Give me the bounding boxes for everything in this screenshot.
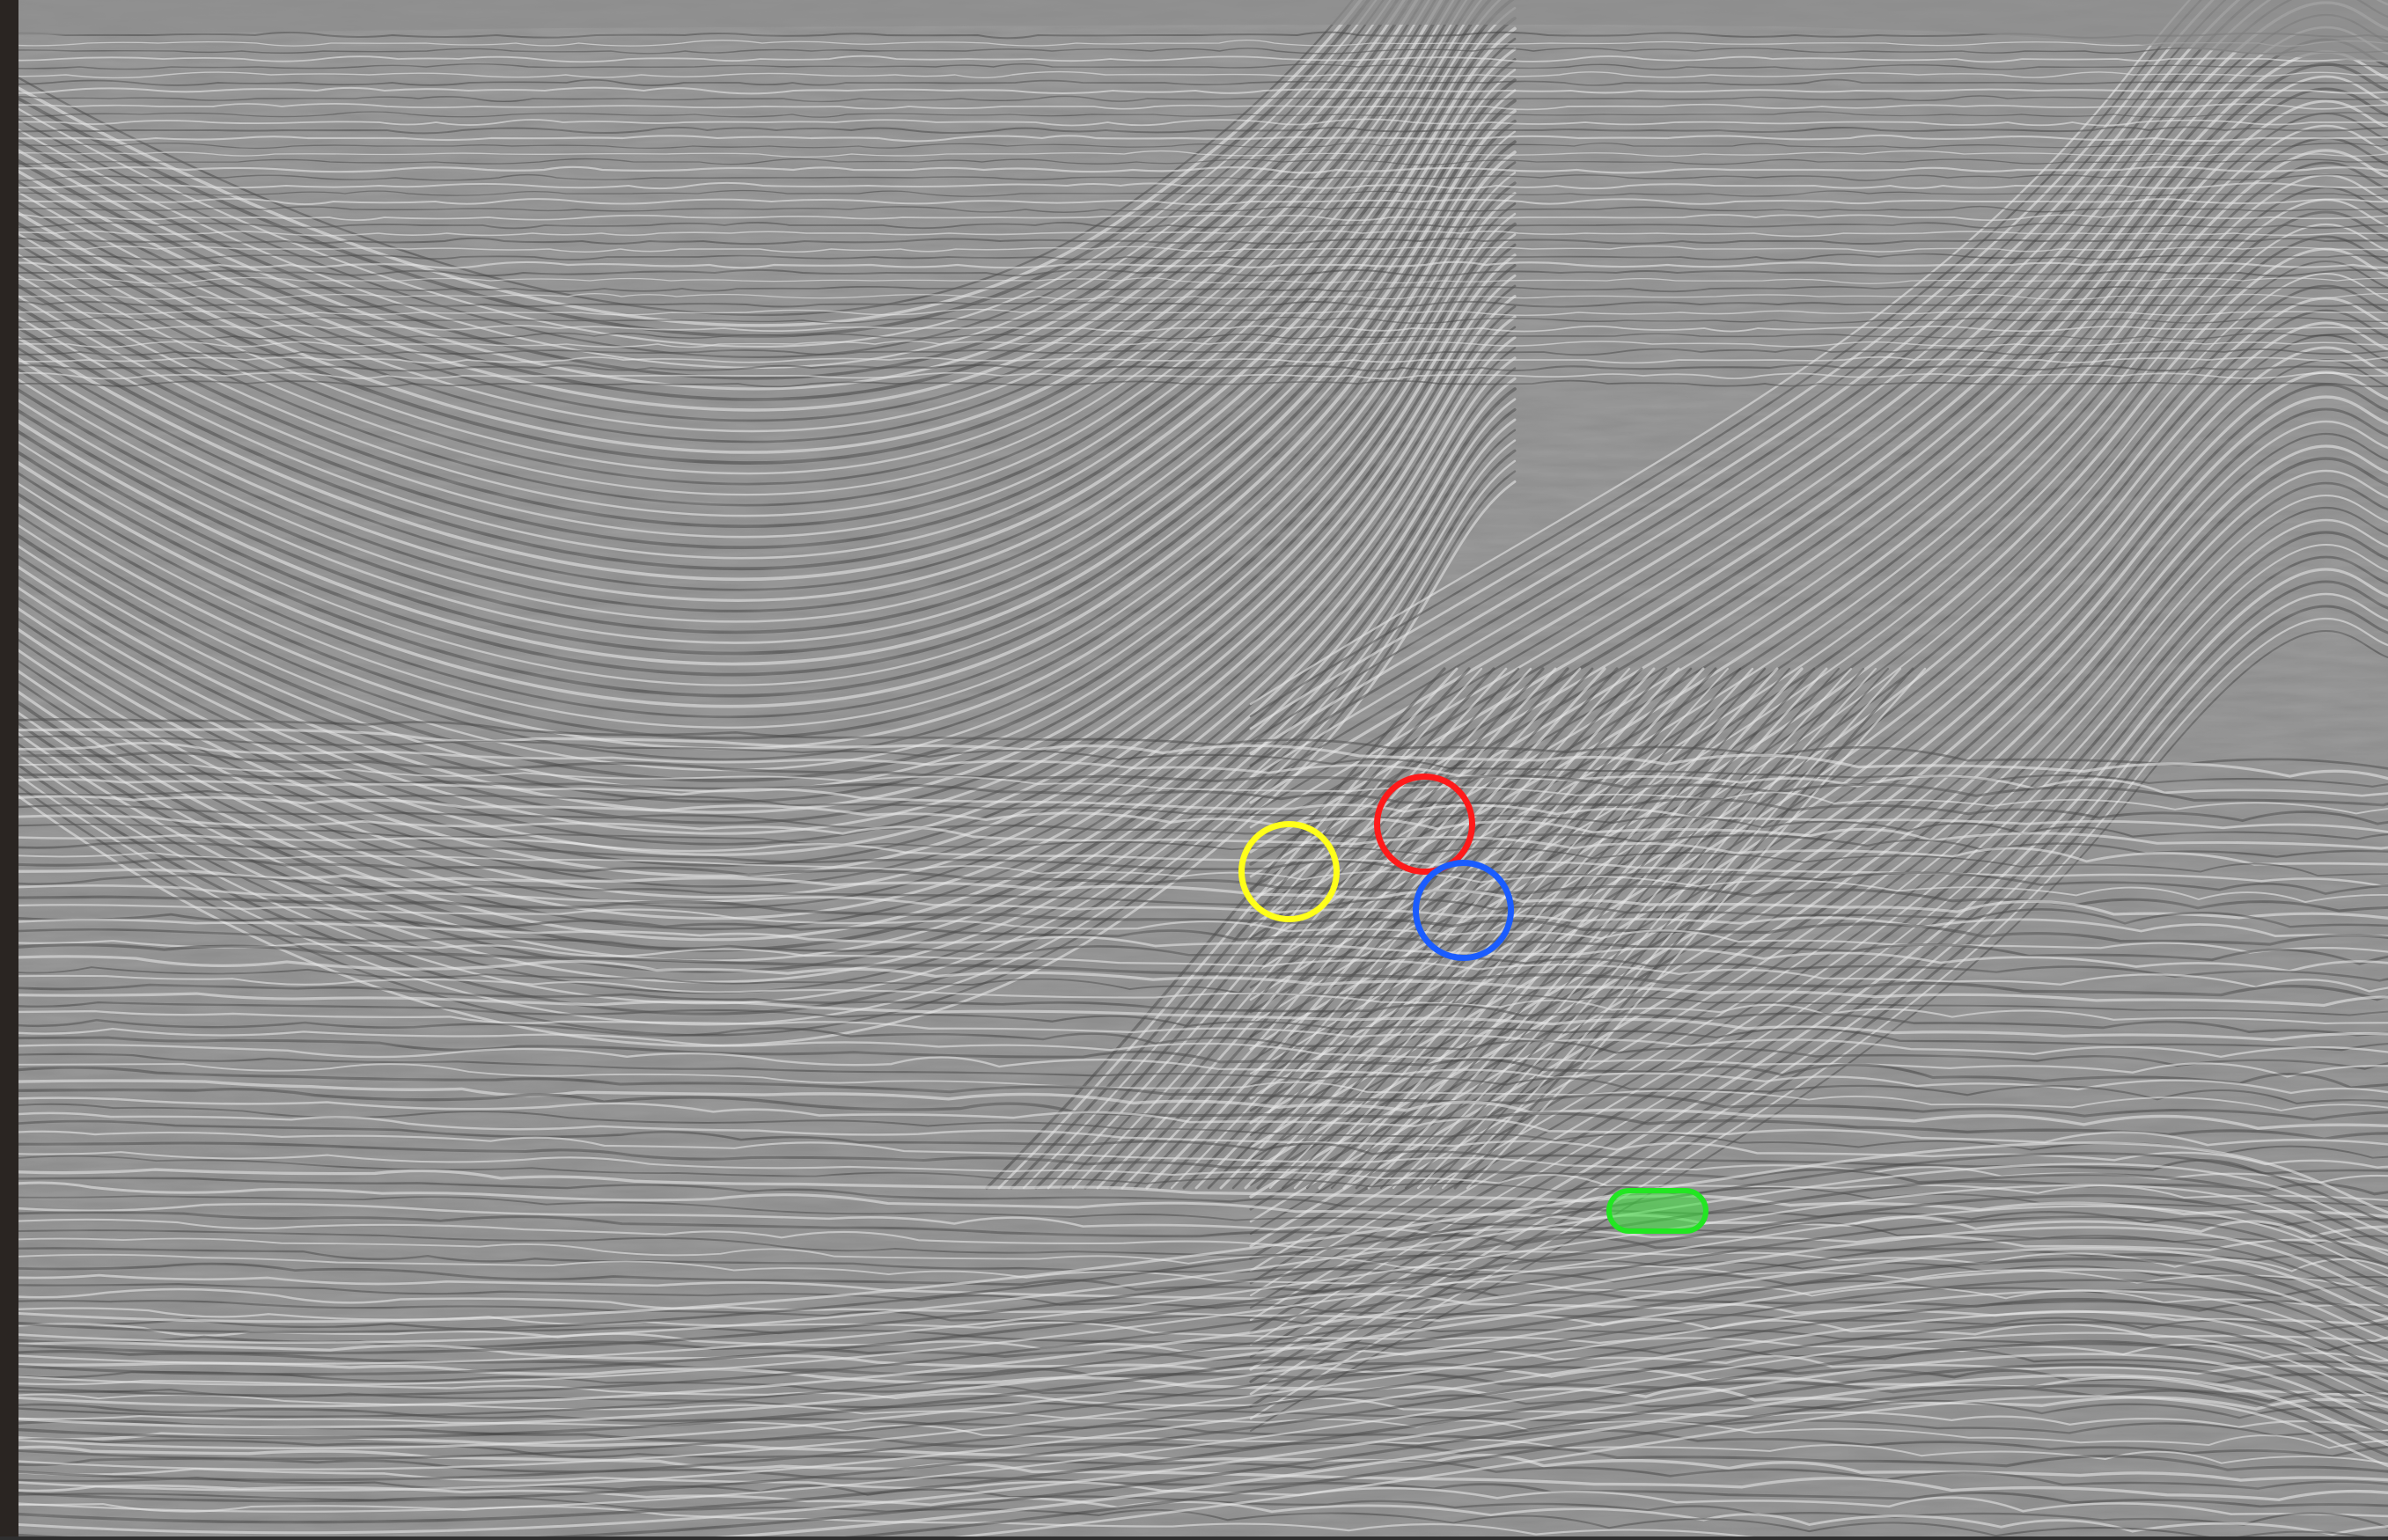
bottom-border (0, 1536, 2388, 1540)
left-border (0, 0, 18, 1540)
yellow-circle-marker (1238, 821, 1340, 922)
green-capsule-marker (1606, 1188, 1708, 1234)
seismic-section (18, 0, 2388, 1536)
red-circle-marker (1374, 774, 1475, 875)
blue-circle-marker (1413, 860, 1514, 961)
